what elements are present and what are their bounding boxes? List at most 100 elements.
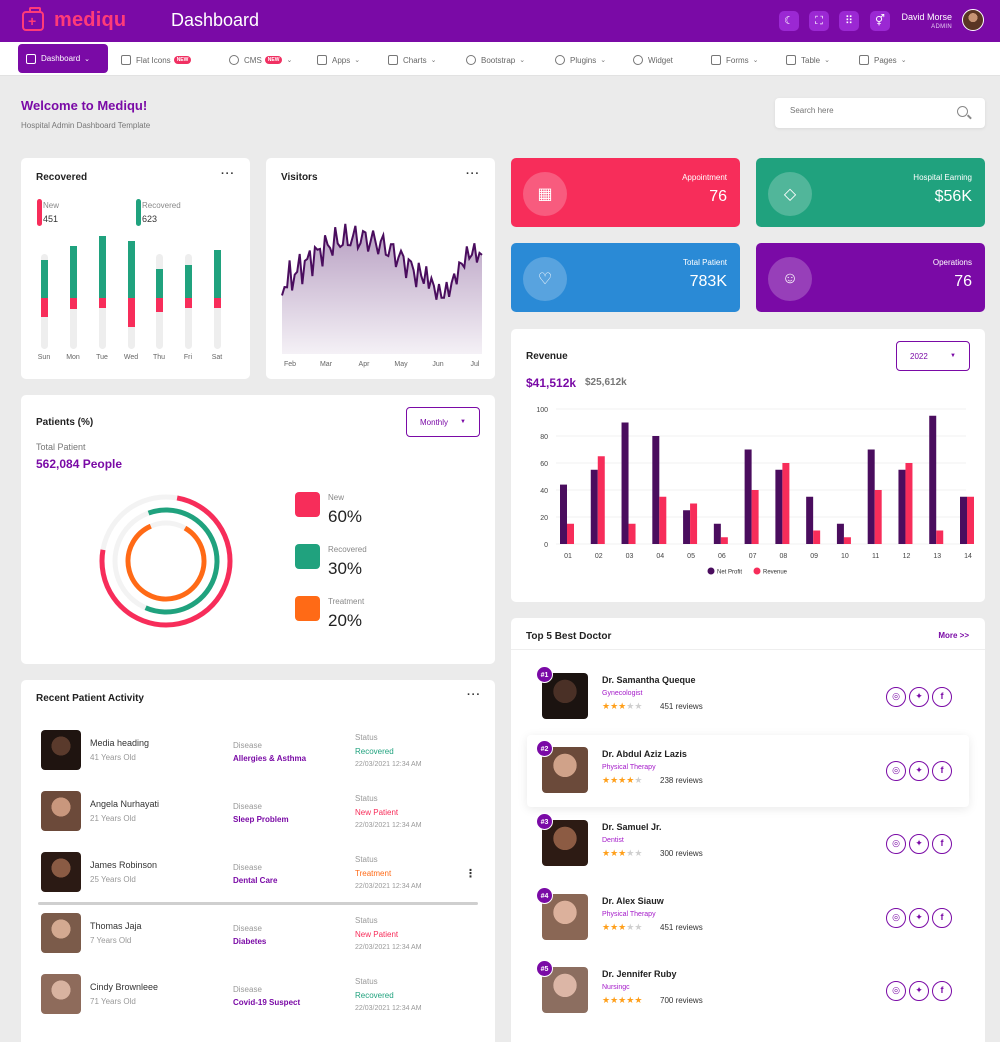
doctor-name[interactable]: Dr. Abdul Aziz Lazis: [602, 748, 687, 759]
twitter-icon[interactable]: ✦: [909, 834, 929, 854]
year-dropdown[interactable]: 2022 ▼: [896, 341, 970, 371]
doctor-name[interactable]: Dr. Samantha Queque: [602, 675, 696, 685]
revenue-primary: $41,512k: [526, 376, 577, 390]
doctor-specialty: Nursingc: [602, 984, 630, 991]
instagram-icon[interactable]: ◎: [886, 834, 906, 854]
nav-apps[interactable]: Apps ⌄: [317, 49, 360, 71]
operations-card[interactable]: ☺ Operations 76: [756, 243, 985, 312]
chevron-down-icon: ⌄: [752, 57, 759, 64]
x-tick-label: 14: [964, 553, 972, 560]
row-menu-icon[interactable]: ⋮: [465, 868, 476, 880]
twitter-icon[interactable]: ✦: [909, 907, 929, 928]
twitter-icon[interactable]: ✦: [909, 687, 929, 707]
star-rating: ★★★★★: [602, 848, 642, 859]
search-input[interactable]: [790, 106, 950, 115]
monitor-icon: [317, 55, 327, 65]
nav-label: Flat Icons: [136, 55, 171, 65]
star-icon: ★: [618, 774, 627, 785]
more-icon[interactable]: ···: [221, 168, 235, 180]
facebook-icon[interactable]: f: [932, 760, 952, 781]
month-label: May: [394, 361, 408, 368]
bar-net-profit: [867, 449, 875, 544]
twitter-icon[interactable]: ✦: [909, 981, 929, 1001]
patient-photo[interactable]: [41, 974, 81, 1014]
gender-icon[interactable]: ⚥: [870, 11, 890, 31]
avatar[interactable]: [962, 9, 984, 31]
row-divider: [38, 902, 478, 905]
facebook-icon[interactable]: f: [932, 981, 952, 1001]
bar-recovered: [128, 241, 135, 298]
doctor-name[interactable]: Dr. Jennifer Ruby: [602, 969, 677, 979]
doctor-specialty: Gynecologist: [602, 690, 643, 697]
doctor-name[interactable]: Dr. Samuel Jr.: [602, 822, 662, 832]
twitter-icon[interactable]: ✦: [909, 760, 929, 781]
facebook-icon[interactable]: f: [932, 834, 952, 854]
bar-recovered: [156, 269, 163, 298]
month-label: Jul: [470, 361, 480, 368]
instagram-icon[interactable]: ◎: [886, 907, 906, 928]
patient-photo[interactable]: [41, 913, 81, 953]
search-icon[interactable]: [957, 106, 968, 117]
facebook-icon[interactable]: f: [932, 687, 952, 707]
patient-photo[interactable]: [41, 730, 81, 770]
nav-cms[interactable]: CMS NEW ⌄: [229, 49, 292, 71]
sliders-icon: [388, 55, 398, 65]
grid-icon[interactable]: ⠿: [839, 11, 859, 31]
chevron-down-icon: ⌄: [430, 57, 437, 64]
patient-photo[interactable]: [41, 852, 81, 892]
nav-plugins[interactable]: Plugins ⌄: [555, 49, 606, 71]
nav-bootstrap[interactable]: Bootstrap ⌄: [466, 49, 525, 71]
period-dropdown[interactable]: Monthly ▼: [406, 407, 480, 437]
total-patient-card[interactable]: ♡ Total Patient 783K: [511, 243, 740, 312]
patient-name[interactable]: Thomas Jaja: [90, 921, 142, 931]
x-tick-label: 02: [595, 553, 603, 560]
star-icon: ★: [602, 701, 611, 711]
legend-label: Net Profit: [717, 570, 742, 576]
welcome-subtitle: Hospital Admin Dashboard Template: [21, 121, 151, 130]
patient-photo[interactable]: [41, 791, 81, 831]
stat-value: 76: [709, 188, 727, 205]
nav-dashboard[interactable]: Dashboard ⌄: [18, 44, 108, 73]
x-tick-label: 06: [718, 553, 726, 560]
activity-card: Recent Patient Activity ··· Media headin…: [21, 680, 495, 1042]
moon-icon[interactable]: ☾: [779, 11, 799, 31]
patient-name[interactable]: Angela Nurhayati: [90, 799, 160, 809]
patient-name[interactable]: Media heading: [90, 738, 150, 748]
user-name[interactable]: David Morse: [901, 12, 952, 22]
month-label: Apr: [358, 361, 370, 368]
nav-charts[interactable]: Charts ⌄: [388, 49, 436, 71]
legend-value: 623: [142, 214, 158, 224]
instagram-icon[interactable]: ◎: [886, 981, 906, 1001]
star-icon: ★: [626, 921, 635, 932]
instagram-icon[interactable]: ◎: [886, 760, 906, 781]
patient-name[interactable]: Cindy Brownleee: [90, 982, 159, 992]
instagram-icon[interactable]: ◎: [886, 687, 906, 707]
legend-swatch: [295, 492, 320, 517]
nav-pages[interactable]: Pages ⌄: [859, 49, 907, 71]
patient-name[interactable]: James Robinson: [90, 860, 158, 870]
new-badge: NEW: [264, 56, 283, 64]
y-tick-label: 20: [540, 515, 548, 522]
caret-down-icon: ▼: [460, 419, 466, 425]
nav-forms[interactable]: Forms ⌄: [711, 49, 759, 71]
facebook-icon[interactable]: f: [932, 907, 952, 928]
search-box: [775, 98, 985, 128]
appointment-card[interactable]: ▦ Appointment 76: [511, 158, 740, 227]
more-icon[interactable]: ···: [466, 168, 480, 180]
nav-widget[interactable]: Widget: [633, 49, 673, 71]
nav-flat-icons[interactable]: Flat Icons NEW: [121, 49, 192, 71]
status-date: 22/03/2021 12:34 AM: [355, 883, 422, 890]
doctor-name[interactable]: Dr. Alex Siauw: [602, 895, 664, 906]
more-link[interactable]: More >>: [938, 631, 969, 640]
fullscreen-icon[interactable]: ⛶: [809, 11, 829, 31]
day-label: Fri: [183, 354, 193, 361]
disease-label: Disease: [233, 863, 262, 872]
bar-net-profit: [744, 449, 752, 544]
legend-swatch: [295, 544, 320, 569]
nav-table[interactable]: Table ⌄: [786, 49, 830, 71]
earning-card[interactable]: ◇ Hospital Earning $56K: [756, 158, 985, 227]
more-icon[interactable]: ···: [467, 689, 481, 701]
star-icon: ★: [626, 848, 635, 858]
logo[interactable]: + mediqu: [22, 6, 126, 32]
disease-label: Disease: [233, 741, 262, 750]
